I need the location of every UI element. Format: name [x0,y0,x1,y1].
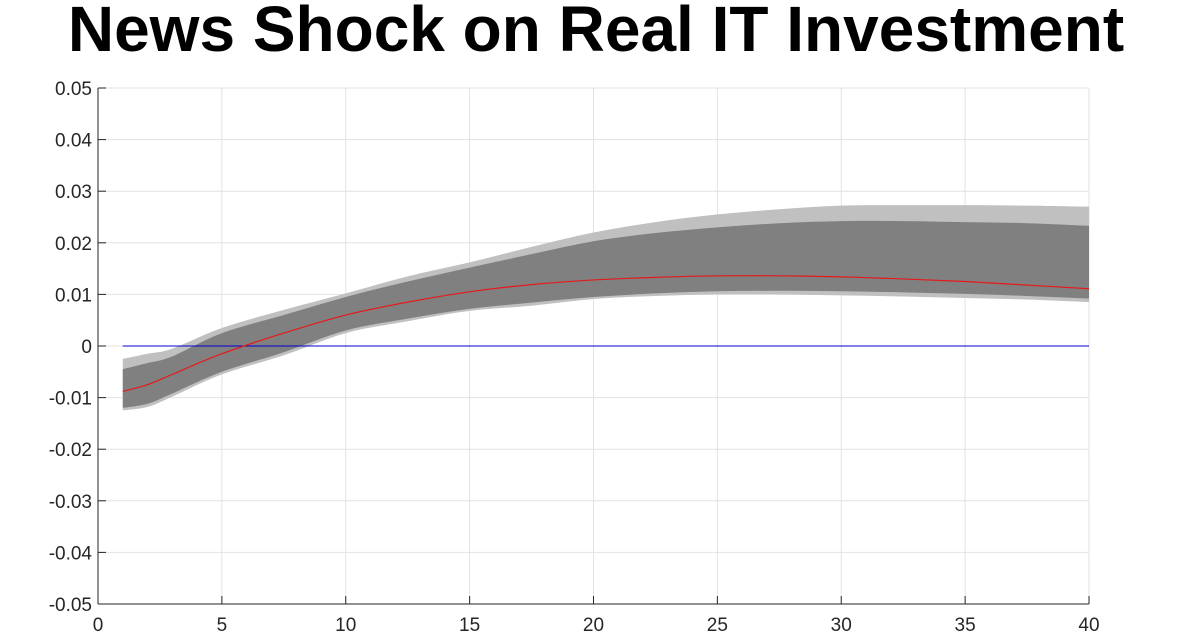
y-tick-label: -0.03 [49,492,92,513]
x-tick-label: 20 [583,615,604,634]
inner-band [122,220,1089,408]
x-axis-ticks: 0 5 10 15 20 25 30 35 40 [93,596,1100,634]
y-axis-ticks: -0.05 -0.04 -0.03 -0.02 -0.01 0 0.01 0.02 0.03 0.… [49,79,106,616]
y-tick-label: 0.02 [55,234,92,255]
x-tick-label: 40 [1078,615,1099,634]
median-line [122,275,1090,392]
y-tick-label: 0.03 [55,182,92,203]
x-tick-label: 35 [955,615,976,634]
confidence-bands [122,205,1089,411]
chart-title: News Shock on Real IT Investment [67,0,1125,65]
x-tick-label: 25 [707,615,728,634]
x-tick-label: 10 [335,615,356,634]
x-tick-label: 15 [459,615,480,634]
x-tick-label: 0 [93,615,104,634]
y-tick-label: -0.02 [49,440,92,461]
y-tick-label: -0.01 [49,389,92,410]
series-lines [122,275,1090,392]
y-tick-label: -0.04 [49,543,93,564]
y-tick-label: 0.04 [55,131,92,152]
y-tick-label: 0.01 [55,285,92,306]
y-tick-label: 0.05 [55,79,92,100]
y-tick-label: -0.05 [49,595,92,616]
x-tick-label: 30 [831,615,852,634]
y-tick-label: 0 [81,337,92,358]
x-tick-label: 5 [217,615,228,634]
